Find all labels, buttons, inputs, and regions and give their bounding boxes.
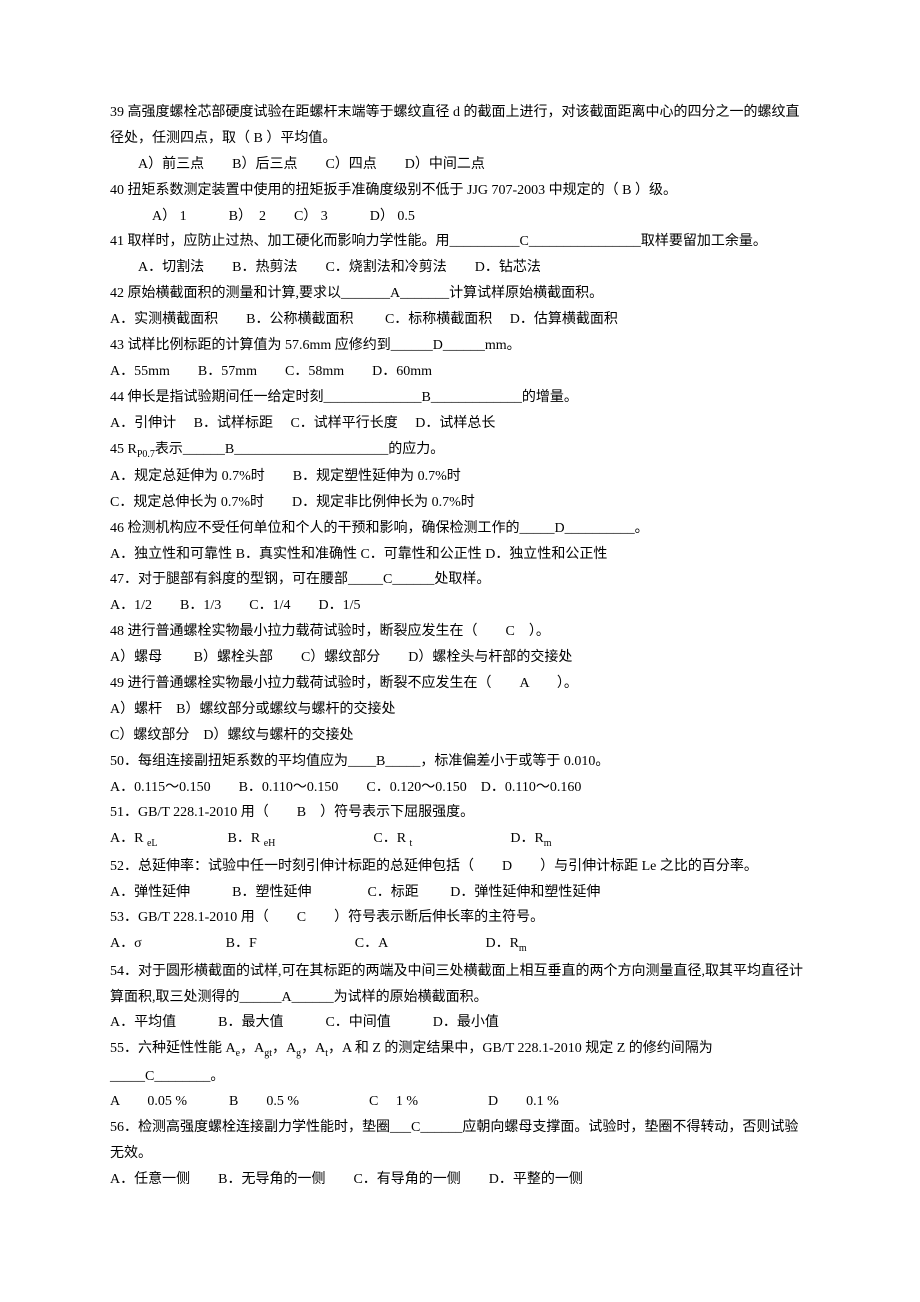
q52-num: 52: [110, 859, 124, 874]
q53-body: ．GB/T 228.1-2010 用（ C ）符号表示断后伸长率的主符号。: [124, 910, 544, 925]
q55-t2: ，A: [272, 1041, 296, 1056]
q47-body: ．对于腿部有斜度的型钢，可在腰部_____C______处取样。: [124, 572, 490, 587]
q45-t2: 表示______B______________________的应力。: [155, 442, 444, 457]
q51-num: 51: [110, 805, 124, 820]
q46-options: A．独立性和可靠性 B．真实性和准确性 C．可靠性和公正性 D．独立性和公正性: [110, 542, 810, 568]
question-54: 54．对于圆形横截面的试样,可在其标距的两端及中间三处横截面上相互垂直的两个方向…: [110, 959, 810, 1011]
q48-options: A）螺母 B）螺栓头部 C）螺纹部分 D）螺栓头与杆部的交接处: [110, 645, 810, 671]
q46-body: 检测机构应不受任何单位和个人的干预和影响，确保检测工作的_____D______…: [124, 521, 649, 536]
q52-body: ．总延伸率：试验中任一时刻引伸计标距的总延伸包括（ D ）与引伸计标距 Le 之…: [124, 859, 758, 874]
q55-t: ．六种延性性能 A: [124, 1041, 236, 1056]
question-46: 46 检测机构应不受任何单位和个人的干预和影响，确保检测工作的_____D___…: [110, 516, 810, 542]
q44-options: A．引伸计 B．试样标距 C．试样平行长度 D．试样总长: [110, 411, 810, 437]
q56-body: ．检测高强度螺栓连接副力学性能时，垫圈___C______应朝向螺母支撑面。试验…: [110, 1120, 798, 1161]
q54-num: 54: [110, 964, 124, 979]
q39-text: 39: [110, 105, 124, 120]
question-45: 45 RP0.7表示______B______________________的…: [110, 437, 810, 464]
q42-options: A．实测横截面积 B．公称横截面积 C．标称横截面积 D．估算横截面积: [110, 307, 810, 333]
q51-options: A．R eL B．R eH C．R t D．Rm: [110, 826, 810, 853]
question-55: 55．六种延性性能 Ae，Agt，Ag，At，A 和 Z 的测定结果中，GB/T…: [110, 1036, 810, 1089]
q45-num: 45: [110, 442, 124, 457]
question-43: 43 试样比例标距的计算值为 57.6mm 应修约到______D______m…: [110, 333, 810, 359]
q41-preoptions: A．切割法 B．热剪法 C．烧割法和冷剪法 D．钻芯法: [124, 255, 810, 281]
q49-options: A）螺杆 B）螺纹部分或螺纹与螺杆的交接处 C）螺纹部分 D）螺纹与螺杆的交接处: [110, 697, 810, 749]
q45-options: A．规定总延伸为 0.7%时 B．规定塑性延伸为 0.7%时 C．规定总伸长为 …: [110, 464, 810, 516]
q39-options: A）前三点 B）后三点 C）四点 D）中间二点: [124, 152, 810, 178]
q43-options: A．55mm B．57mm C．58mm D．60mm: [110, 359, 810, 385]
question-51: 51．GB/T 228.1-2010 用（ B ）符号表示下屈服强度。: [110, 800, 810, 826]
q48-body: 进行普通螺栓实物最小拉力载荷试验时，断裂应发生在（ C ）。: [124, 624, 550, 639]
q55-num: 55: [110, 1041, 124, 1056]
question-49: 49 进行普通螺栓实物最小拉力载荷试验时，断裂不应发生在（ A ）。: [110, 671, 810, 697]
q49-num: 49: [110, 676, 124, 691]
q39-body: 高强度螺栓芯部硬度试验在距螺杆末端等于螺纹直径 d 的截面上进行，对该截面距离中…: [110, 105, 800, 146]
q55-t3: ，A: [301, 1041, 325, 1056]
q55-s2: gt: [264, 1048, 272, 1059]
q40-options: A） 1 B） 2 C） 3 D） 0.5: [124, 204, 810, 230]
q47-options: A．1/2 B．1/3 C．1/4 D．1/5: [110, 593, 810, 619]
q48-num: 48: [110, 624, 124, 639]
question-56: 56．检测高强度螺栓连接副力学性能时，垫圈___C______应朝向螺母支撑面。…: [110, 1115, 810, 1167]
q45-sub: P0.7: [137, 448, 155, 459]
q54-body: ．对于圆形横截面的试样,可在其标距的两端及中间三处横截面上相互垂直的两个方向测量…: [110, 964, 803, 1005]
question-53: 53．GB/T 228.1-2010 用（ C ）符号表示断后伸长率的主符号。: [110, 905, 810, 931]
q44-num: 44: [110, 390, 124, 405]
q53-options: A．σ B．F C．A D．Rm: [110, 931, 810, 958]
q52-options: A．弹性延伸 B．塑性延伸 C．标距 D．弹性延伸和塑性延伸: [110, 880, 810, 906]
question-48: 48 进行普通螺栓实物最小拉力载荷试验时，断裂应发生在（ C ）。: [110, 619, 810, 645]
q40-num: 40: [110, 183, 124, 198]
question-47: 47．对于腿部有斜度的型钢，可在腰部_____C______处取样。: [110, 567, 810, 593]
q53-num: 53: [110, 910, 124, 925]
question-41-pre: 41 取样时，应防止过热、加工硬化而影响力学性能。用__________C___…: [110, 229, 810, 255]
q45-t1: R: [124, 442, 137, 457]
q51-body: ．GB/T 228.1-2010 用（ B ）符号表示下屈服强度。: [124, 805, 474, 820]
q56-options: A．任意一侧 B．无导角的一侧 C．有导角的一侧 D．平整的一侧: [110, 1167, 810, 1193]
q49-body: 进行普通螺栓实物最小拉力载荷试验时，断裂不应发生在（ A ）。: [124, 676, 578, 691]
question-44: 44 伸长是指试验期间任一给定时刻______________B________…: [110, 385, 810, 411]
question-42: 42 原始横截面积的测量和计算,要求以_______A_______计算试样原始…: [110, 281, 810, 307]
question-40: 40 扭矩系数测定装置中使用的扭矩扳手准确度级别不低于 JJG 707-2003…: [110, 178, 810, 204]
q47-num: 47: [110, 572, 124, 587]
q56-num: 56: [110, 1120, 124, 1135]
q43-num: 43: [110, 338, 124, 353]
q40-body: 扭矩系数测定装置中使用的扭矩扳手准确度级别不低于 JJG 707-2003 中规…: [124, 183, 677, 198]
q43-body: 试样比例标距的计算值为 57.6mm 应修约到______D______mm。: [124, 338, 521, 353]
q42-body: 原始横截面积的测量和计算,要求以_______A_______计算试样原始横截面…: [124, 286, 603, 301]
q55-options: A 0.05 % B 0.5 % C 1 % D 0.1 %: [110, 1089, 810, 1115]
question-52: 52．总延伸率：试验中任一时刻引伸计标距的总延伸包括（ D ）与引伸计标距 Le…: [110, 854, 810, 880]
q44-body: 伸长是指试验期间任一给定时刻______________B___________…: [124, 390, 578, 405]
q55-t1: ，A: [240, 1041, 264, 1056]
q46-num: 46: [110, 521, 124, 536]
question-50: 50．每组连接副扭矩系数的平均值应为____B_____，标准偏差小于或等于 0…: [110, 749, 810, 775]
question-39: 39 高强度螺栓芯部硬度试验在距螺杆末端等于螺纹直径 d 的截面上进行，对该截面…: [110, 100, 810, 152]
q50-body: ．每组连接副扭矩系数的平均值应为____B_____，标准偏差小于或等于 0.0…: [124, 754, 609, 769]
q50-num: 50: [110, 754, 124, 769]
q54-options: A．平均值 B．最大值 C．中间值 D．最小值: [110, 1010, 810, 1036]
q50-options: A．0.115～0.150 B．0.110～0.150 C．0.120～0.15…: [110, 775, 810, 801]
